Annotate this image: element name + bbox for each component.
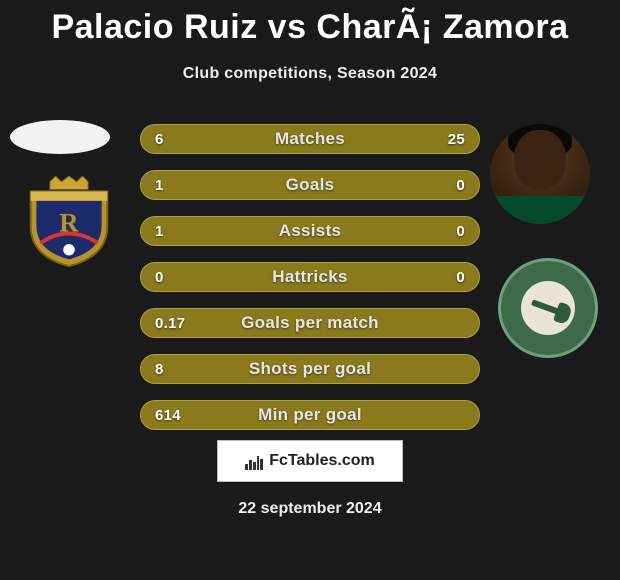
bar-chart-icon bbox=[245, 452, 263, 470]
stat-left-value: 0.17 bbox=[155, 315, 185, 332]
stat-right-value: 0 bbox=[456, 223, 465, 240]
left-team-badge: R bbox=[20, 176, 118, 268]
stat-row-gpm: 0.17 Goals per match bbox=[140, 308, 480, 338]
stat-label: Hattricks bbox=[272, 267, 347, 287]
footer-date: 22 september 2024 bbox=[238, 500, 381, 518]
stat-left-value: 6 bbox=[155, 131, 164, 148]
stat-row-spg: 8 Shots per goal bbox=[140, 354, 480, 384]
stat-row-matches: 6 Matches 25 bbox=[140, 124, 480, 154]
stat-left-value: 8 bbox=[155, 361, 164, 378]
stat-row-goals: 1 Goals 0 bbox=[140, 170, 480, 200]
brand-watermark: FcTables.com bbox=[217, 440, 403, 482]
right-player-avatar bbox=[490, 124, 590, 224]
stat-right-value: 0 bbox=[456, 269, 465, 286]
stats-list: 6 Matches 25 1 Goals 0 1 Assists 0 0 Hat… bbox=[140, 124, 480, 446]
stat-label: Assists bbox=[279, 221, 342, 241]
stat-label: Shots per goal bbox=[249, 359, 371, 379]
stat-label: Goals bbox=[286, 175, 335, 195]
stat-left-value: 0 bbox=[155, 269, 164, 286]
brand-text: FcTables.com bbox=[269, 452, 375, 470]
stat-label: Matches bbox=[275, 129, 345, 149]
stat-right-value: 0 bbox=[456, 177, 465, 194]
page-title: Palacio Ruiz vs CharÃ¡ Zamora bbox=[0, 8, 620, 47]
stat-row-mpg: 614 Min per goal bbox=[140, 400, 480, 430]
stat-label: Goals per match bbox=[241, 313, 379, 333]
stat-label: Min per goal bbox=[258, 405, 362, 425]
right-team-badge bbox=[498, 258, 598, 358]
stat-row-assists: 1 Assists 0 bbox=[140, 216, 480, 246]
stat-left-value: 614 bbox=[155, 407, 181, 424]
left-player-avatar bbox=[10, 120, 110, 154]
stat-right-value: 25 bbox=[448, 131, 465, 148]
stat-row-hattricks: 0 Hattricks 0 bbox=[140, 262, 480, 292]
stat-left-value: 1 bbox=[155, 177, 164, 194]
stat-left-value: 1 bbox=[155, 223, 164, 240]
subtitle: Club competitions, Season 2024 bbox=[0, 65, 620, 83]
